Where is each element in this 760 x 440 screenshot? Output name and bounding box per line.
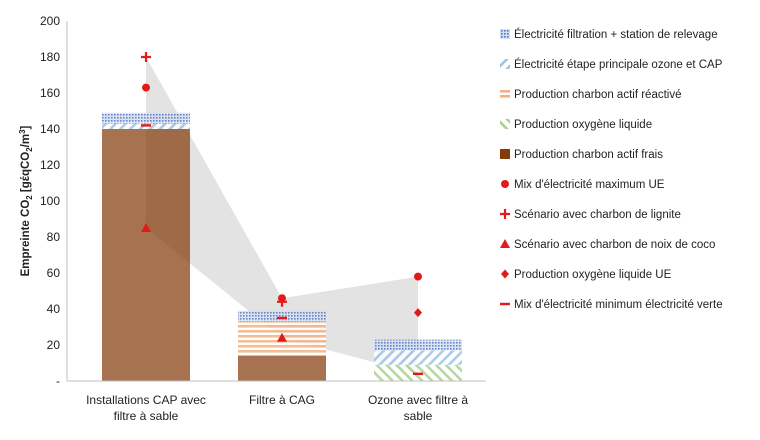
y-title-sub2: 2 [25, 147, 34, 152]
scenario-markers-layer [141, 52, 423, 375]
legend-swatch [500, 149, 510, 159]
y-tick-label: 80 [47, 230, 61, 244]
y-title-mid: [gέqCO [20, 152, 32, 196]
x-category-label: Installations CAP avec filtre à sable [86, 393, 206, 423]
legend-label: Mix d'électricité minimum électricité ve… [514, 299, 723, 311]
marker-scenario-avec-charbon-de-noix-de-coco-2 [277, 332, 287, 342]
bar-production-charbon-actif-frais-1 [102, 129, 190, 381]
legend-label: Production oxygène liquide UE [514, 269, 672, 281]
legend-swatch [500, 29, 510, 39]
x-category-label: Ozone avec filtre à sable [368, 393, 468, 423]
legend-swatch [500, 59, 510, 69]
x-category-label-line: Ozone avec filtre à [368, 393, 468, 407]
y-tick-label: 100 [40, 194, 60, 208]
legend-label: Scénario avec charbon de noix de coco [514, 239, 715, 251]
y-tick-label: 20 [47, 338, 61, 352]
y-tick-label: 200 [40, 14, 60, 28]
marker-mix-d-electricite-maximum-ue-1 [142, 83, 150, 92]
legend-item-mix-d-electricite-minimum-electricite-verte: Mix d'électricité minimum électricité ve… [500, 299, 723, 311]
marker-scenario-avec-charbon-de-lignite-1 [141, 52, 151, 62]
y-tick-label: 120 [40, 158, 60, 172]
range-band [146, 57, 418, 374]
legend-item-production-charbon-actif-reactive: Production charbon actif réactivé [500, 89, 681, 101]
marker-scenario-avec-charbon-de-noix-de-coco-1 [141, 223, 151, 232]
marker-mix-d-electricite-maximum-ue-3 [414, 272, 422, 281]
y-tick-label: 140 [40, 122, 60, 136]
y-title-sub1: 2 [25, 195, 34, 200]
axis-layer: - 20 40 60 80 100 120 140 160 180 200 Installations… [40, 14, 486, 423]
x-category-label: Filtre à CAG [249, 393, 315, 407]
y-title-prefix: Empreinte CO [20, 200, 32, 277]
x-category-label-line: sable [404, 409, 433, 423]
y-tick-label: 160 [40, 86, 60, 100]
legend-marker [500, 209, 510, 219]
legend-label: Production oxygène liquide [514, 119, 652, 131]
y-tick-label: - [56, 374, 60, 388]
legend-item-scenario-avec-charbon-de-lignite: Scénario avec charbon de lignite [500, 209, 681, 221]
legend: Électricité filtration + station de rele… [500, 28, 723, 311]
legend-marker [501, 180, 509, 188]
legend-item-production-charbon-actif-frais: Production charbon actif frais [500, 149, 663, 161]
legend-item-mix-d-electricite-maximum-ue: Mix d'électricité maximum UE [501, 179, 665, 191]
y-title-slash: /m [20, 134, 32, 147]
y-title-suffix: ] [20, 125, 32, 129]
legend-label: Scénario avec charbon de lignite [514, 209, 681, 221]
legend-label: Production charbon actif frais [514, 149, 663, 161]
y-tick-label: 60 [47, 266, 61, 280]
y-axis-title: Empreinte CO2 [gέqCO2/m3] [18, 125, 34, 276]
legend-item-scenario-avec-charbon-de-noix-de-coco: Scénario avec charbon de noix de coco [500, 239, 715, 251]
marker-production-oxygene-liquide-ue-3 [414, 308, 422, 318]
y-tick-label: 180 [40, 50, 60, 64]
legend-swatch [500, 119, 510, 129]
bar-electricite-filtration-station-de-relevage-3 [374, 339, 462, 351]
marker-scenario-avec-charbon-de-lignite-2 [277, 296, 287, 307]
x-category-label-line: Installations CAP avec [86, 393, 206, 407]
legend-item-electricite-etape-principale-ozone-et-cap: Électricité étape principale ozone et CA… [500, 58, 723, 71]
bar-electricite-filtration-station-de-relevage-2 [238, 310, 326, 322]
y-tick-label: 40 [47, 302, 61, 316]
bar-electricite-filtration-station-de-relevage-1 [102, 112, 190, 124]
x-category-label-line: Filtre à CAG [249, 393, 315, 407]
y-title-sup: 3 [18, 129, 27, 134]
legend-marker [500, 239, 510, 248]
legend-label: Mix d'électricité maximum UE [514, 179, 665, 191]
legend-item-production-oxygene-liquide-ue: Production oxygène liquide UE [501, 269, 672, 281]
legend-label: Électricité étape principale ozone et CA… [514, 58, 723, 71]
x-category-label-line: filtre à sable [114, 409, 179, 423]
legend-swatch [500, 89, 510, 99]
legend-label: Production charbon actif réactivé [514, 89, 681, 101]
bar-electricite-etape-principale-ozone-et-cap-3 [374, 350, 462, 365]
bars-layer [102, 112, 462, 381]
bar-production-charbon-actif-frais-2 [238, 355, 326, 381]
range-band-layer [146, 57, 418, 374]
legend-marker [501, 269, 509, 279]
legend-item-electricite-filtration-station-de-relevage: Électricité filtration + station de rele… [500, 28, 718, 41]
legend-label: Électricité filtration + station de rele… [514, 28, 718, 41]
legend-item-production-oxygene-liquide: Production oxygène liquide [500, 119, 652, 131]
